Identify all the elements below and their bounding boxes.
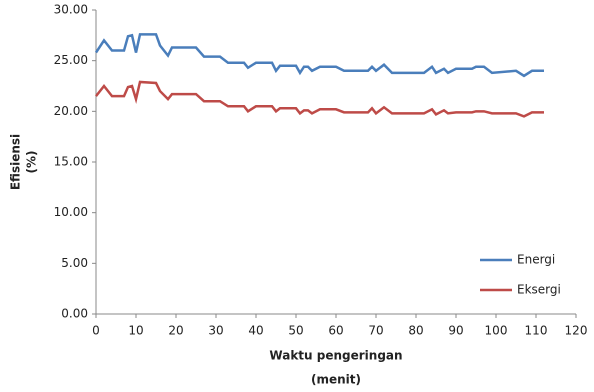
y-tick-label: 25.00 [54,53,88,67]
x-tick-label: 50 [288,324,303,338]
y-tick-label: 20.00 [54,104,88,118]
x-tick-label: 80 [408,324,423,338]
x-tick-label: 90 [448,324,463,338]
y-tick-label: 5.00 [61,256,88,270]
y-tick-label: 30.00 [54,3,88,17]
line [94,33,544,78]
x-tick-label: 0 [92,324,100,338]
x-tick-label: 120 [565,324,588,338]
y-tick-label: 10.00 [54,205,88,219]
x-axis-label: Waktu pengeringan [269,349,402,363]
x-tick-label: 100 [485,324,508,338]
y-axis-label: (%) [25,151,39,174]
x-tick-label: 30 [208,324,223,338]
x-tick-label: 10 [128,324,143,338]
legend-label: Energi [517,253,555,267]
x-tick-label: 70 [368,324,383,338]
x-axis-label: (menit) [311,373,361,387]
x-tick-label: 20 [168,324,183,338]
y-tick-label: 0.00 [61,307,88,321]
x-tick-label: 40 [248,324,263,338]
y-tick-label: 15.00 [54,155,88,169]
legend-label: Eksergi [517,283,561,297]
x-tick-label: 60 [328,324,343,338]
line [95,80,544,118]
y-axis-label: Efisiensi [9,134,23,190]
x-tick-label: 110 [525,324,548,338]
